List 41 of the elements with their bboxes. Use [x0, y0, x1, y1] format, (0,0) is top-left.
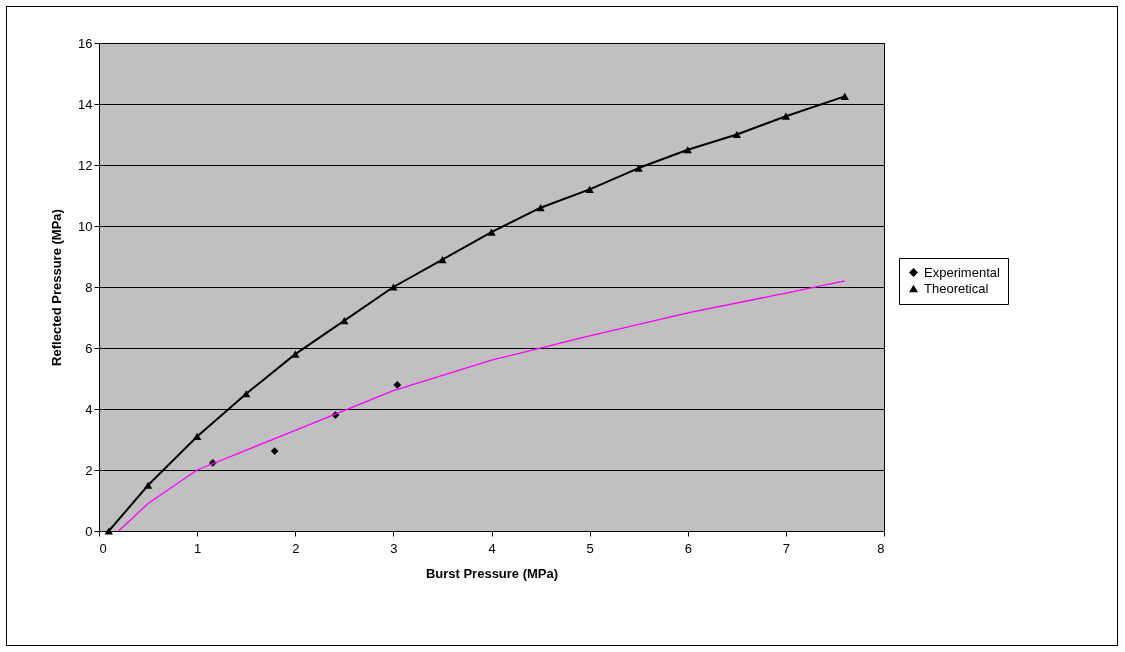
x-tick-label: 1 [194, 540, 202, 556]
point [192, 432, 202, 441]
point [781, 112, 791, 120]
point [291, 350, 300, 358]
point [634, 164, 643, 172]
y-tick-label: 10 [78, 218, 93, 234]
point [389, 283, 398, 291]
y-tick-label: 16 [78, 35, 93, 51]
point [242, 390, 251, 398]
point [393, 381, 402, 389]
x-tick-label: 5 [586, 540, 594, 556]
point [438, 255, 447, 264]
point [143, 481, 153, 489]
point [683, 146, 692, 154]
y-tick-label: 4 [85, 401, 93, 417]
x-tick-label: 0 [99, 540, 107, 556]
point [840, 92, 849, 100]
point [585, 185, 594, 194]
y-tick-label: 0 [85, 523, 93, 539]
point [104, 527, 113, 535]
y-tick-label: 2 [85, 462, 93, 478]
x-tick-label: 2 [292, 540, 300, 556]
y-tick-label: 14 [78, 96, 93, 112]
legend-label: Theoretical [924, 280, 989, 296]
point [340, 316, 349, 325]
x-tick-label: 3 [390, 540, 398, 556]
x-tick-label: 7 [782, 540, 790, 556]
x-tick-label: 4 [488, 540, 496, 556]
line-series [117, 280, 846, 532]
x-axis-title: Burst Pressure (MPa) [425, 565, 559, 581]
y-axis-title: Reflected Pressure (MPa) [49, 209, 65, 366]
y-tick-label: 8 [85, 279, 93, 295]
point [732, 130, 741, 139]
x-tick-label: 6 [684, 540, 692, 556]
x-tick-label: 8 [877, 540, 885, 556]
point [270, 447, 279, 455]
point [536, 204, 545, 212]
point [487, 228, 496, 236]
y-tick-label: 6 [85, 340, 93, 356]
y-tick-label: 12 [78, 157, 93, 173]
legend-label: Experimental [924, 264, 1000, 280]
